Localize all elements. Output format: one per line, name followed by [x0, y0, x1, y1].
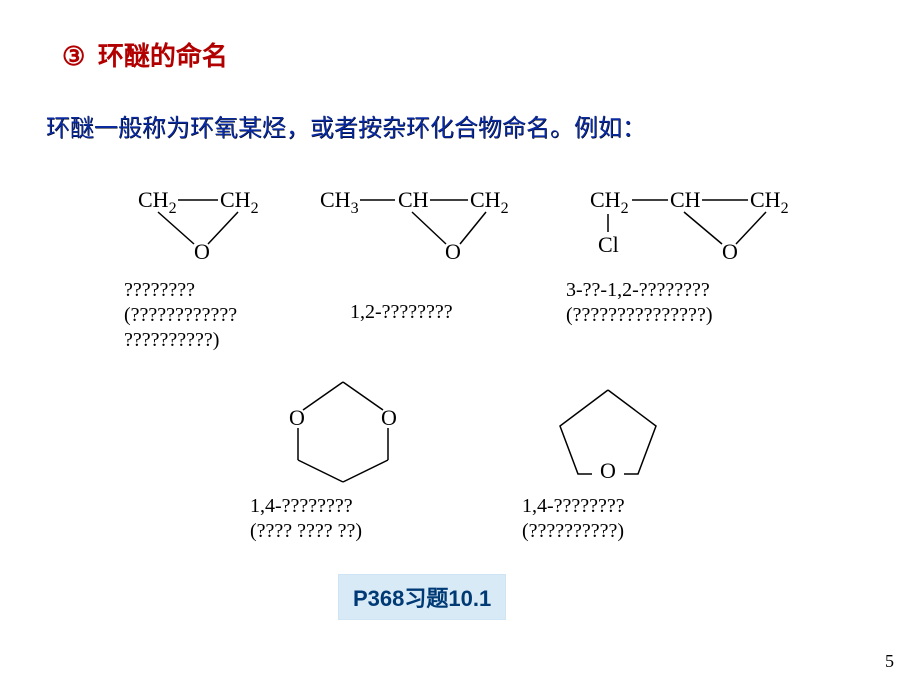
svg-text:O: O — [600, 458, 616, 483]
svg-text:O: O — [381, 405, 397, 430]
svg-text:CH2: CH2 — [590, 187, 629, 217]
exercise-reference: P368习题10.1 — [338, 574, 506, 620]
structure-1-label: ???????? (???????????? ??????????) — [124, 278, 237, 353]
svg-text:CH: CH — [398, 187, 429, 212]
structure-4: O O — [268, 370, 418, 495]
structure-3: CH2 CH CH2 Cl O — [580, 182, 840, 277]
svg-text:CH3: CH3 — [320, 187, 359, 217]
svg-text:CH2: CH2 — [750, 187, 789, 217]
structure-2-label: 1,2-???????? — [350, 300, 453, 325]
svg-text:CH2: CH2 — [470, 187, 509, 217]
svg-text:CH: CH — [670, 187, 701, 212]
structure-1: CH2 CH2 O — [118, 182, 288, 267]
svg-text:CH2: CH2 — [138, 187, 177, 217]
svg-text:Cl: Cl — [598, 232, 619, 257]
section-number: ③ 环醚的命名 — [62, 36, 228, 73]
structure-2: CH3 CH CH2 O — [310, 182, 540, 267]
svg-text:CH2: CH2 — [220, 187, 259, 217]
intro-text: 环醚一般称为环氧某烃，或者按杂环化合物命名。例如： — [46, 108, 646, 143]
svg-text:O: O — [445, 239, 461, 262]
structure-5: O — [538, 378, 678, 493]
page-number: 5 — [885, 651, 894, 672]
structure-4-label: 1,4-???????? (???? ???? ??) — [250, 494, 362, 544]
svg-text:O: O — [194, 239, 210, 262]
svg-text:O: O — [289, 405, 305, 430]
structure-3-label: 3-??-1,2-???????? (???????????????) — [566, 278, 712, 328]
structure-5-label: 1,4-???????? (??????????) — [522, 494, 625, 544]
svg-text:O: O — [722, 239, 738, 264]
